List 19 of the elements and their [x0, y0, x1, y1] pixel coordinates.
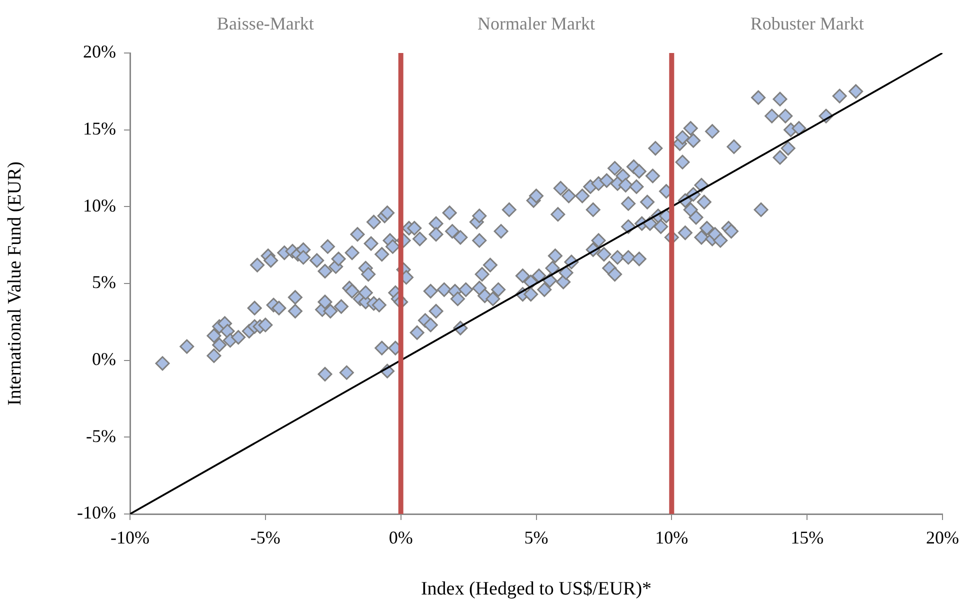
y-axis-title: International Value Fund (EUR): [4, 162, 26, 406]
x-tick-label: 0%: [388, 528, 413, 548]
y-tick-label: 5%: [92, 272, 116, 292]
y-tick-label: -10%: [77, 502, 116, 523]
y-tick-label: 0%: [92, 349, 116, 370]
y-tick-label: 15%: [83, 118, 116, 139]
text: Robuster Markt: [750, 14, 864, 34]
x-tick-label: -5%: [250, 528, 280, 548]
x-tick-label: 10%: [655, 528, 688, 548]
x-axis-title: Index (Hedged to US$/EUR)*: [420, 578, 652, 600]
y-tick-label: 10%: [83, 195, 116, 216]
x-tick-label: 5%: [524, 528, 548, 548]
x-tick-label: 20%: [926, 528, 960, 548]
y-tick-label: -5%: [86, 426, 116, 446]
text: Normaler Markt: [478, 14, 595, 34]
y-tick-label: 20%: [83, 42, 116, 62]
x-tick-label: 15%: [790, 528, 824, 548]
text: Baisse-Markt: [216, 14, 314, 34]
x-tick-label: -10%: [110, 528, 150, 548]
